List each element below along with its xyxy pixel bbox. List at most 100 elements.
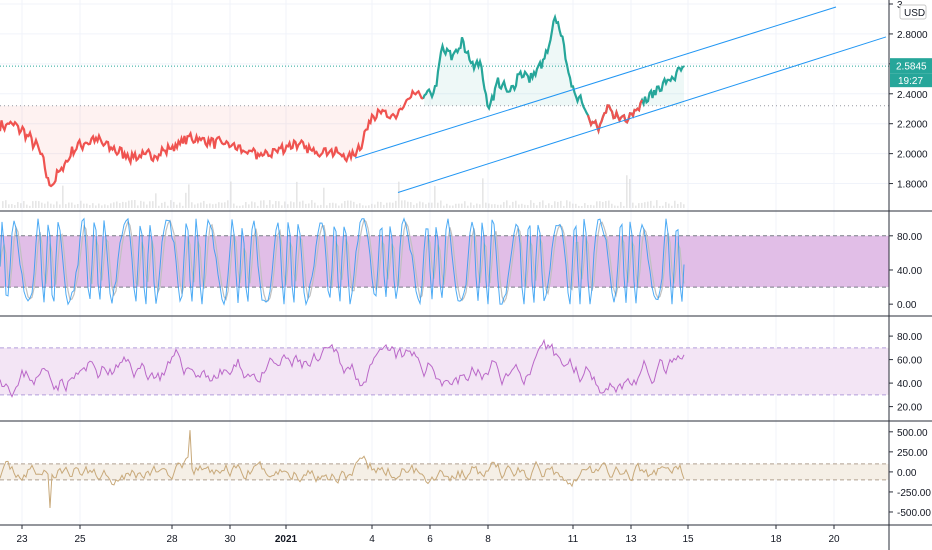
volume-bar [443, 205, 445, 208]
rsi-pane[interactable] [0, 338, 889, 398]
volume-bar [410, 202, 412, 208]
volume-bar [614, 205, 616, 208]
volume-bar [593, 205, 595, 208]
x-tick-label: 25 [74, 534, 86, 545]
volume-bar [116, 201, 118, 208]
volume-bar [581, 205, 583, 208]
volume-bar [308, 203, 310, 208]
volume-bar [92, 203, 94, 208]
volume-bar [188, 184, 190, 208]
volume-bar [80, 200, 82, 208]
volume-bar [626, 175, 628, 208]
price-line-down[interactable] [0, 88, 424, 188]
volume-bar [476, 203, 478, 208]
volume-bar [134, 200, 136, 208]
volume-bar [473, 205, 475, 208]
volume-bar [344, 201, 346, 208]
volume-bar [515, 200, 517, 208]
volume-bar [326, 205, 328, 208]
volume-bar [497, 204, 499, 208]
volume-bar [416, 203, 418, 208]
3-y-tick-label: 250.00 [897, 448, 928, 459]
time-axis[interactable]: 23 25 28 30 2021 4 6 8 11 13 15 18 20 [16, 525, 840, 545]
stochastic-d-line[interactable] [0, 218, 685, 304]
volume-bar [518, 204, 520, 208]
volume-bar [452, 205, 454, 208]
0-y-tick-label: 2.8000 [897, 30, 928, 41]
volume-bar [437, 202, 439, 208]
last-price-label: 2.5845 [896, 62, 927, 73]
volume-bar [119, 203, 121, 208]
volume-bar [575, 203, 577, 208]
volume-bar [23, 201, 25, 208]
volume-bar [491, 204, 493, 208]
volume-bar [659, 205, 661, 208]
2-y-tick-label: 40.00 [897, 379, 922, 390]
currency-badge[interactable] [899, 4, 927, 20]
volume-bar [275, 200, 277, 208]
volume-bar [50, 203, 52, 208]
volume-bar [530, 200, 532, 208]
channel-upper-line[interactable] [354, 6, 837, 159]
2-y-tick-label: 60.00 [897, 356, 922, 367]
volume-bar [449, 205, 451, 208]
volume-bar [272, 204, 274, 208]
volume-bar [164, 201, 166, 208]
channel-lower-line[interactable] [397, 36, 887, 194]
volume-bar [605, 200, 607, 208]
1-y-tick-label: 0.00 [897, 300, 917, 311]
volume-bar [329, 202, 331, 208]
volume-bar [266, 204, 268, 208]
price-line-down-segment[interactable] [586, 99, 643, 135]
volume-bar [83, 203, 85, 208]
stochastic-k-line[interactable] [0, 217, 685, 307]
x-tick-label: 28 [166, 534, 178, 545]
volume-bar [377, 201, 379, 208]
2-y-tick-label: 20.00 [897, 403, 922, 414]
volume-bar [20, 203, 22, 208]
volume-bar [314, 202, 316, 208]
volume-bar [218, 202, 220, 208]
volume-bar [110, 203, 112, 208]
0-y-tick-label: 2.4000 [897, 90, 928, 101]
volume-bar [269, 200, 271, 208]
volume-bar [380, 201, 382, 208]
volume-bar [251, 201, 253, 208]
stochastic-pane[interactable] [0, 217, 889, 307]
price-scale[interactable]: 32.80002.60002.40002.20002.00001.800080.… [889, 0, 932, 519]
volume-bar [332, 202, 334, 208]
volume-bar [176, 204, 178, 208]
volume-bar [467, 205, 469, 208]
volume-bar [209, 203, 211, 208]
volume-bar [608, 200, 610, 208]
cci-pane[interactable] [0, 430, 889, 509]
volume-bar [536, 205, 538, 208]
volume-bar [125, 202, 127, 208]
volume-bar [128, 200, 130, 208]
volume-bar [479, 204, 481, 208]
volume-bar [527, 205, 529, 208]
volume-bar [77, 203, 79, 208]
volume-bar [287, 204, 289, 208]
volume-bar [317, 205, 319, 208]
volume-bar [263, 200, 265, 208]
volume-bar [11, 204, 13, 208]
volume-bar [461, 203, 463, 208]
volume-bar [281, 205, 283, 208]
rsi-line[interactable] [0, 338, 685, 398]
volume-bar [71, 202, 73, 208]
volume-bar [671, 205, 673, 208]
volume-bar [560, 200, 562, 208]
volume-bar [647, 201, 649, 208]
volume-bar [146, 204, 148, 208]
price-pane[interactable] [0, 6, 889, 208]
volume-bar [653, 205, 655, 208]
volume-bar [341, 203, 343, 208]
x-tick-label: 30 [224, 534, 236, 545]
cci-line[interactable] [0, 430, 685, 509]
volume-bar [62, 185, 64, 208]
1-y-tick-label: 80.00 [897, 232, 922, 243]
volume-bar [224, 202, 226, 208]
